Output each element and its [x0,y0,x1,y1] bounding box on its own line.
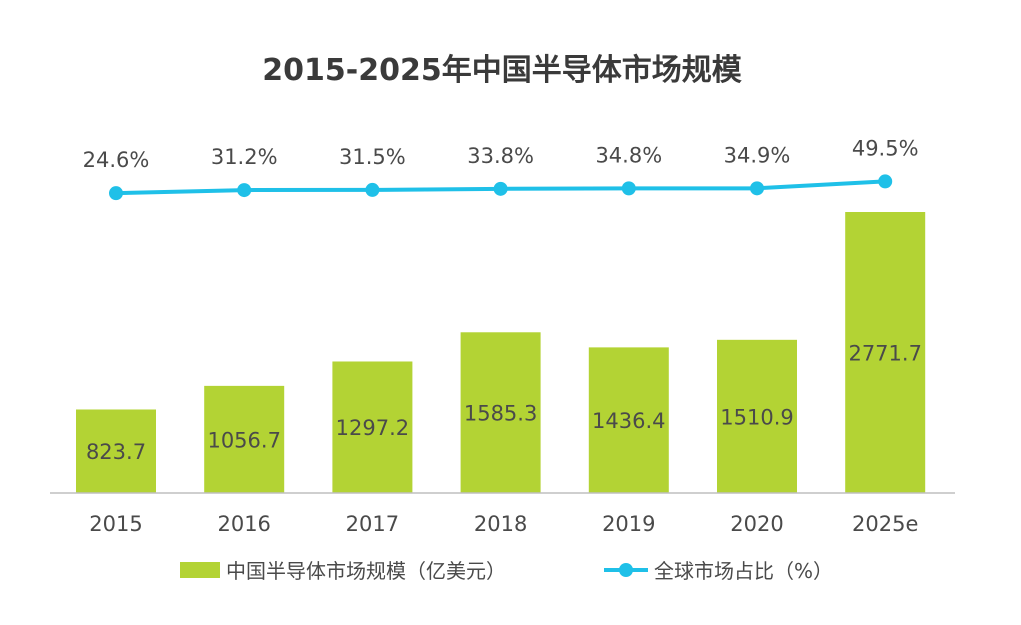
line-point [493,181,508,196]
x-tick-label: 2018 [474,512,527,536]
bar [717,339,797,493]
line-point [750,181,764,196]
line-point [109,186,123,201]
bar-value-label: 1585.3 [464,402,537,426]
line-value-label: 34.8% [595,143,662,167]
bar-series: 823.7 1056.7 1297.2 1585.3 1436.4 1510.9 2771.… [76,212,926,493]
x-tick-label: 2017 [346,512,399,536]
x-axis-ticks: 2015 2016 2017 2018 2019 2020 2025e [89,512,918,536]
line-value-label: 24.6% [83,148,150,172]
bar [332,361,413,493]
bar [845,212,926,493]
x-tick-label: 2019 [602,512,655,536]
legend: 中国半导体市场规模（亿美元） 全球市场占比（%） [180,559,833,583]
line-value-label: 31.5% [339,145,406,169]
legend-swatch-bar [180,562,220,578]
bar [460,332,541,493]
line-value-label: 49.5% [852,136,919,160]
bar-value-label: 1297.2 [336,416,409,440]
bar [76,409,156,493]
x-tick-label: 2025e [852,512,918,536]
line-value-label: 34.9% [724,143,791,167]
line-point [621,181,636,196]
line-value-label: 33.8% [467,144,534,168]
x-tick-label: 2015 [89,512,142,536]
chart-title: 2015-2025年中国半导体市场规模 [262,53,741,88]
legend-swatch-marker [619,563,633,577]
line-value-label: 31.2% [211,145,278,169]
bar-value-label: 823.7 [86,440,146,464]
line-point [237,183,252,198]
line-point [365,182,380,197]
bar-value-label: 2771.7 [848,342,921,366]
x-tick-label: 2020 [730,512,783,536]
x-tick-label: 2016 [217,512,270,536]
bar [204,385,285,493]
legend-label-line: 全球市场占比（%） [654,559,833,583]
bar [588,347,669,493]
bar-value-label: 1056.7 [207,428,280,452]
legend-label-bar: 中国半导体市场规模（亿美元） [226,559,506,583]
line-point [878,174,893,189]
bar-value-label: 1510.9 [720,405,793,429]
line-series: 24.6% 31.2% 31.5% 33.8% 34.8% 34.9% 49.5% [83,136,919,201]
bar-value-label: 1436.4 [592,409,665,433]
